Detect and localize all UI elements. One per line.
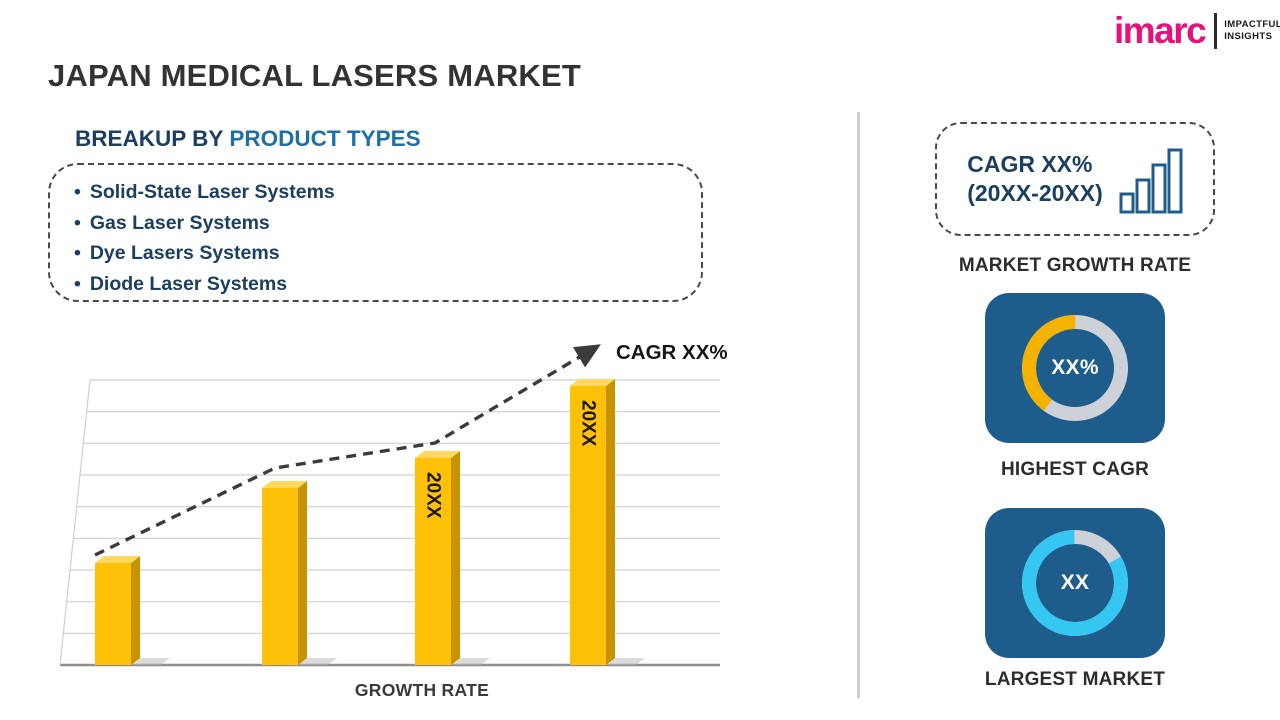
highest-cagr-label: HIGHEST CAGR xyxy=(1000,459,1150,480)
imarc-logo: imarc IMPACTFUL INSIGHTS xyxy=(1114,12,1280,49)
product-types-box: Solid-State Laser Systems Gas Laser Syst… xyxy=(48,163,703,302)
market-growth-rate-label: MARKET GROWTH RATE xyxy=(958,255,1192,276)
growth-chart-area: 20XX 20XX xyxy=(60,330,740,675)
growth-bar-chart: 20XX 20XX xyxy=(60,344,720,667)
logo-tagline: IMPACTFUL INSIGHTS xyxy=(1224,19,1280,43)
svg-text:20XX: 20XX xyxy=(578,400,599,447)
x-axis-label: GROWTH RATE xyxy=(354,680,490,700)
list-item: Gas Laser Systems xyxy=(74,208,681,239)
page-title: JAPAN MEDICAL LASERS MARKET xyxy=(48,58,582,93)
largest-market-value: XX xyxy=(1060,571,1090,594)
list-item: Dye Lasers Systems xyxy=(74,238,681,269)
breakup-heading: BREAKUP BY PRODUCT TYPES xyxy=(75,126,421,152)
section-divider xyxy=(857,112,860,698)
cagr-period: (20XX-20XX) xyxy=(967,180,1103,206)
logo-divider xyxy=(1214,12,1218,49)
imarc-logo-wordmark: imarc xyxy=(1114,10,1207,51)
product-types-list: Solid-State Laser Systems Gas Laser Syst… xyxy=(74,177,681,299)
list-item: Diode Laser Systems xyxy=(74,269,681,300)
cagr-value: CAGR XX% xyxy=(967,151,1093,177)
cagr-box: CAGR XX% (20XX-20XX) xyxy=(935,122,1215,236)
logo-tagline-top: IMPACTFUL xyxy=(1224,18,1280,30)
cagr-annotation: CAGR XX% xyxy=(616,341,728,364)
highest-cagr-tile: XX% xyxy=(985,293,1165,443)
cagr-box-text: CAGR XX% (20XX-20XX) xyxy=(967,150,1103,208)
largest-market-label: LARGEST MARKET xyxy=(984,669,1166,690)
svg-text:20XX: 20XX xyxy=(423,472,444,519)
highest-cagr-donut xyxy=(1022,315,1128,421)
list-item: Solid-State Laser Systems xyxy=(74,177,681,208)
bar-chart-icon xyxy=(1119,148,1183,214)
highest-cagr-value: XX% xyxy=(1051,356,1099,379)
breakup-heading-highlight: PRODUCT TYPES xyxy=(229,126,421,151)
logo-tagline-bottom: INSIGHTS xyxy=(1224,30,1273,42)
largest-market-donut xyxy=(1022,530,1128,636)
largest-market-tile: XX xyxy=(985,508,1165,658)
breakup-heading-prefix: BREAKUP BY xyxy=(75,126,224,151)
